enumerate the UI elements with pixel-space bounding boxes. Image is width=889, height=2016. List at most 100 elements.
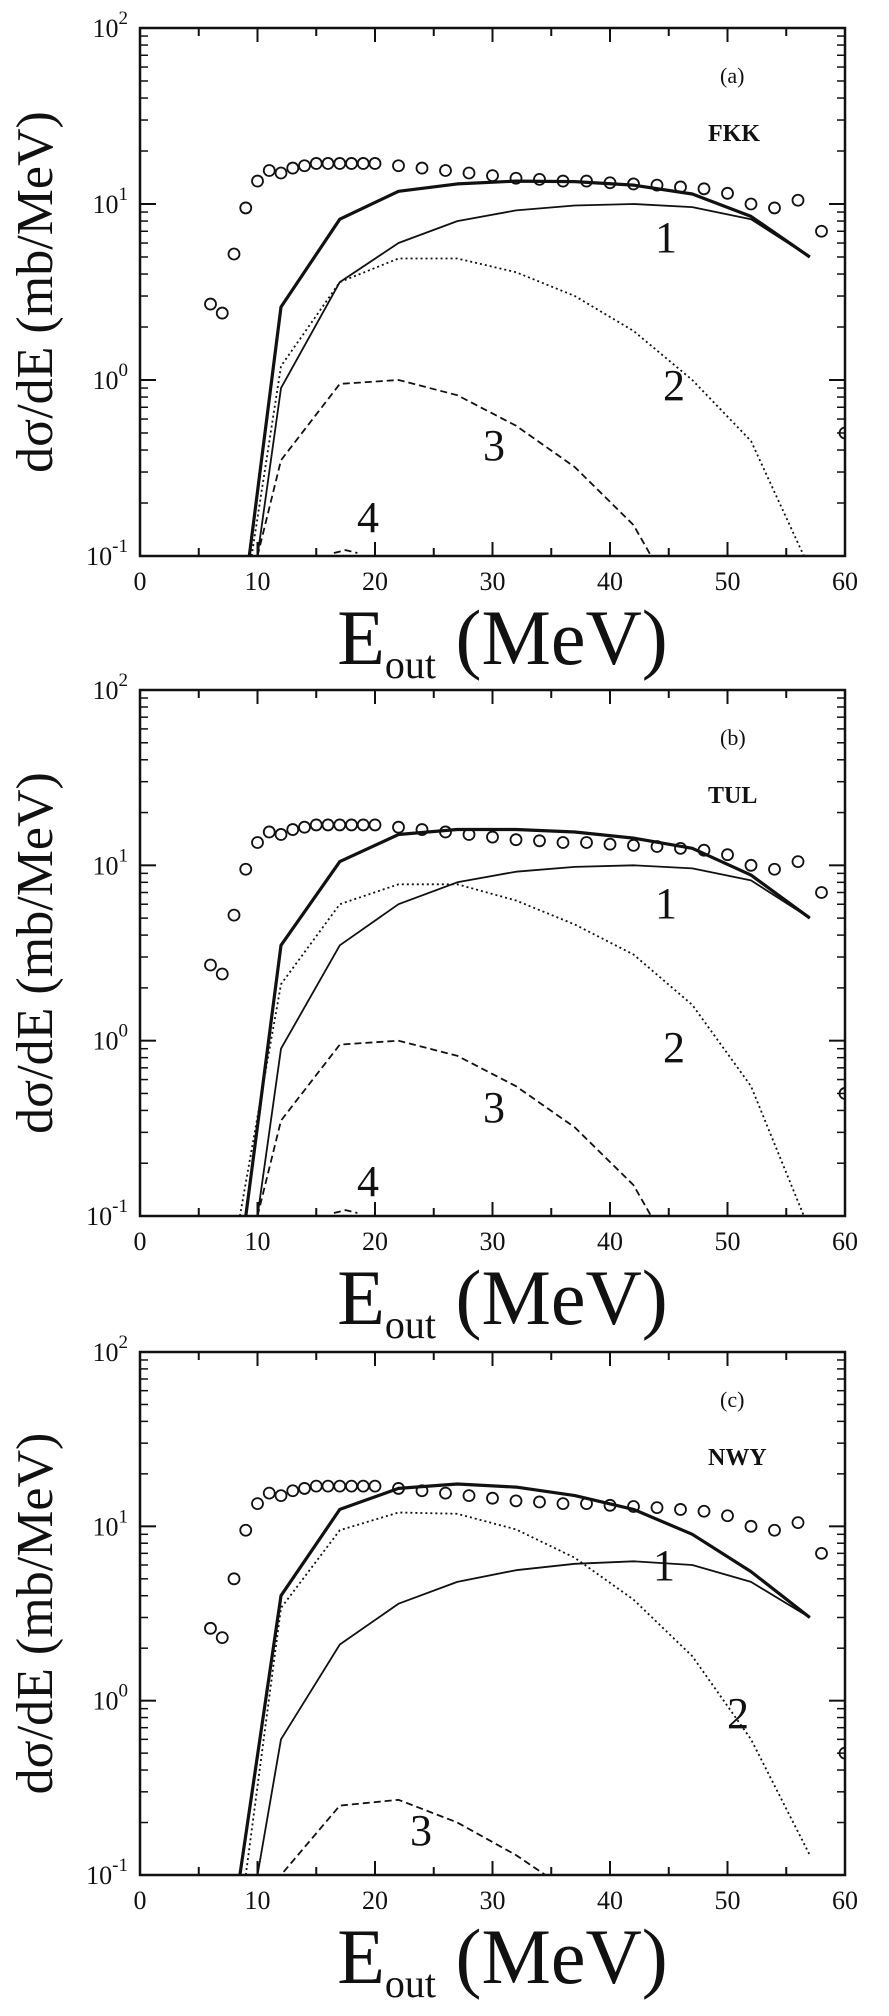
data-point [229, 1573, 240, 1584]
data-point [311, 158, 322, 169]
data-point [605, 839, 616, 850]
panel-label: (b) [720, 725, 746, 750]
curve-label-3: 3 [483, 1083, 505, 1132]
data-point [722, 849, 733, 860]
series-line-4 [334, 550, 358, 553]
data-point [299, 160, 310, 171]
x-tick-label: 30 [480, 1227, 506, 1256]
x-tick-label: 0 [134, 1886, 147, 1915]
data-point [358, 1481, 369, 1492]
data-point [323, 819, 334, 830]
data-point [287, 163, 298, 174]
x-tick-label: 0 [134, 567, 147, 596]
y-tick-label: 101 [93, 184, 129, 219]
data-point [440, 165, 451, 176]
y-tick-label: 10-1 [86, 1855, 128, 1890]
panel-c: 0 10 20 30 40 50 60 10-1 100 101 102 dσ/dE (mb/MeV)… [7, 1332, 858, 2006]
data-point [252, 176, 263, 187]
model-name: TUL [708, 783, 757, 809]
curve-label-3: 3 [483, 421, 505, 470]
data-point [217, 1632, 228, 1643]
data-point [370, 1481, 381, 1492]
data-point [311, 1481, 322, 1492]
data-point [358, 819, 369, 830]
data-point [276, 168, 287, 179]
data-point [240, 202, 251, 213]
data-point [287, 1485, 298, 1496]
x-tick-label: 20 [362, 1886, 388, 1915]
curve-label-2: 2 [663, 1023, 685, 1072]
y-tick-label: 100 [93, 360, 129, 395]
data-point [229, 910, 240, 921]
data-point [229, 248, 240, 259]
model-name: NWY [708, 1445, 767, 1471]
data-point [440, 1488, 451, 1499]
data-point [581, 837, 592, 848]
series-line-2 [252, 259, 804, 557]
plot-frame [140, 690, 845, 1216]
y-tick-label: 10-1 [86, 536, 128, 571]
x-tick-label: 10 [245, 1886, 271, 1915]
data-point [793, 856, 804, 867]
data-point [628, 840, 639, 851]
y-tick-label: 102 [93, 670, 129, 705]
data-point [370, 819, 381, 830]
y-tick-label: 102 [93, 8, 129, 43]
data-point [746, 860, 757, 871]
data-point [722, 1510, 733, 1521]
y-tick-label: 101 [93, 1506, 129, 1541]
data-point [417, 163, 428, 174]
data-point [534, 1496, 545, 1507]
curve-label-4: 4 [357, 493, 379, 542]
data-point [311, 819, 322, 830]
data-point [264, 826, 275, 837]
data-point [276, 829, 287, 840]
data-point [816, 226, 827, 237]
data-point [464, 1490, 475, 1501]
series-line-3 [258, 380, 652, 556]
x-axis-title: Eout (MeV) [337, 1254, 668, 1347]
panel-label: (a) [720, 63, 744, 88]
series-line-3 [258, 1800, 546, 1892]
curve-label-1: 1 [653, 1541, 675, 1590]
data-point [240, 864, 251, 875]
x-tick-label: 0 [134, 1227, 147, 1256]
series-line-1 [258, 204, 810, 556]
series-line-3 [258, 1041, 652, 1216]
x-axis-title: Eout (MeV) [337, 1913, 668, 2006]
x-tick-label: 60 [832, 567, 858, 596]
x-tick-label: 10 [245, 567, 271, 596]
y-tick-label: 102 [93, 1332, 129, 1367]
panel-b: 0 10 20 30 40 50 60 10-1 100 101 102 dσ/dE (mb/MeV)… [7, 670, 858, 1347]
x-tick-label: 20 [362, 567, 388, 596]
data-point [252, 837, 263, 848]
data-point [334, 819, 345, 830]
panel-label: (c) [720, 1387, 744, 1412]
data-point [264, 1488, 275, 1499]
x-tick-label: 30 [480, 567, 506, 596]
curve-label-2: 2 [727, 1689, 749, 1738]
x-tick-label: 40 [597, 1886, 623, 1915]
data-point [393, 822, 404, 833]
x-tick-label: 40 [597, 1227, 623, 1256]
curve-label-3: 3 [410, 1806, 432, 1855]
data-point [534, 174, 545, 185]
curve-label-1: 1 [655, 213, 677, 262]
curve-label-2: 2 [663, 361, 685, 410]
data-point [675, 1504, 686, 1515]
data-point [287, 824, 298, 835]
series-line-1 [258, 865, 810, 1216]
data-point [487, 832, 498, 843]
data-point [699, 1506, 710, 1517]
data-point [346, 1481, 357, 1492]
data-point [346, 819, 357, 830]
y-axis-title: dσ/dE (mb/MeV) [7, 1433, 64, 1795]
y-tick-label: 101 [93, 845, 129, 880]
y-tick-label: 100 [93, 1681, 129, 1716]
x-tick-label: 60 [832, 1227, 858, 1256]
x-tick-label: 60 [832, 1886, 858, 1915]
y-axis-title: dσ/dE (mb/MeV) [7, 111, 64, 473]
data-point [393, 160, 404, 171]
data-point [769, 864, 780, 875]
